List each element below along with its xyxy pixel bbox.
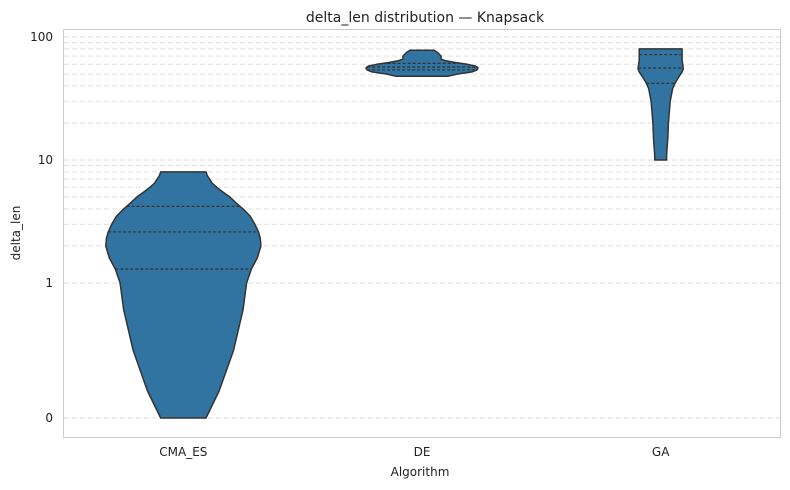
y-axis-label: delta_len — [9, 206, 23, 261]
y-tick-label: 1 — [45, 276, 53, 290]
violins — [105, 48, 685, 419]
y-tick-label: 0 — [45, 411, 53, 425]
x-tick-label: DE — [414, 445, 431, 459]
y-tick-label: 10 — [38, 153, 53, 167]
x-tick-labels: CMA_ES DE GA — [159, 445, 670, 459]
x-axis-label: Algorithm — [391, 465, 450, 479]
x-tick-label: CMA_ES — [159, 445, 207, 459]
violin-cma-es — [105, 171, 262, 419]
y-tick-label: 100 — [30, 30, 53, 44]
violin-ga — [637, 48, 685, 161]
y-tick-labels: 0 1 10 100 — [30, 30, 53, 425]
x-tick-label: GA — [652, 445, 670, 459]
chart-title: delta_len distribution — Knapsack — [306, 10, 545, 26]
plot-frame — [63, 29, 781, 438]
